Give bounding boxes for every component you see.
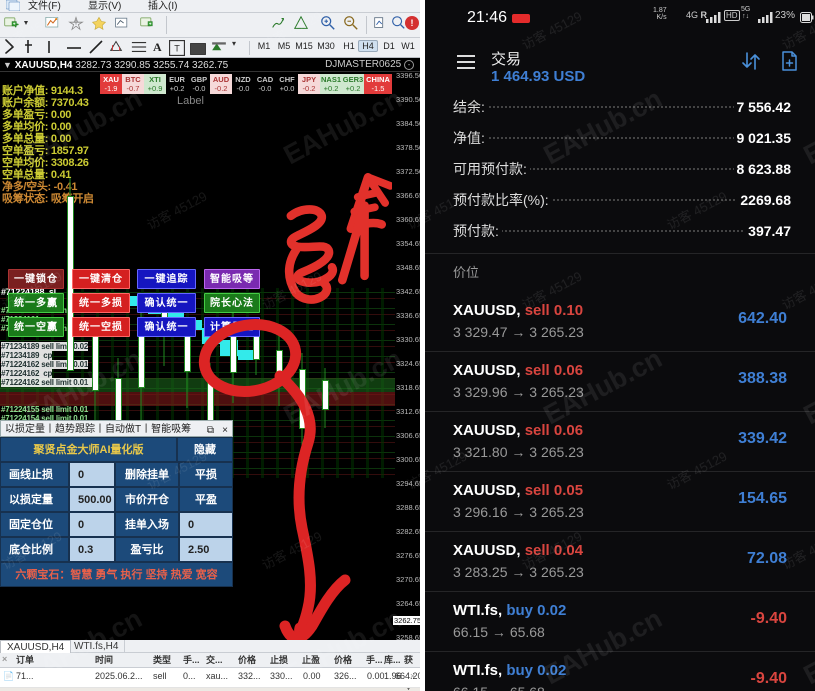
svg-text:!: ! (411, 18, 414, 28)
svg-text:T: T (174, 43, 180, 53)
